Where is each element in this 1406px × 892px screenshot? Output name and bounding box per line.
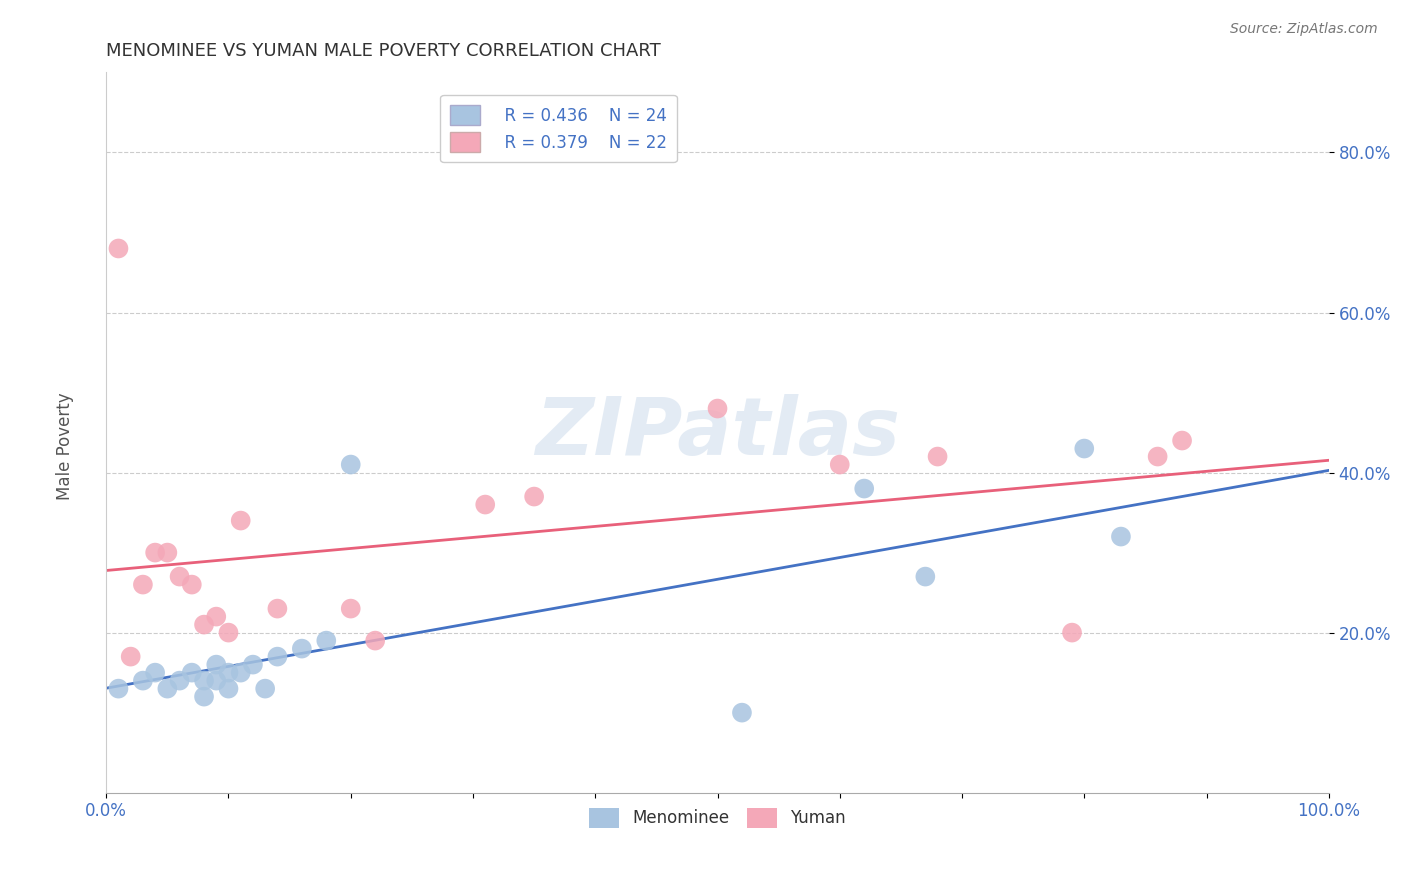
Point — [229, 514, 252, 528]
Point — [242, 657, 264, 672]
Point — [120, 649, 142, 664]
Point — [143, 545, 166, 559]
Point — [853, 482, 876, 496]
Point — [914, 569, 936, 583]
Point — [143, 665, 166, 680]
Point — [218, 665, 240, 680]
Point — [1109, 530, 1132, 544]
Point — [156, 681, 179, 696]
Point — [1146, 450, 1168, 464]
Point — [132, 577, 155, 591]
Point — [193, 617, 215, 632]
Point — [474, 498, 496, 512]
Point — [180, 665, 202, 680]
Point — [193, 673, 215, 688]
Point — [1073, 442, 1095, 456]
Point — [706, 401, 728, 416]
Text: MENOMINEE VS YUMAN MALE POVERTY CORRELATION CHART: MENOMINEE VS YUMAN MALE POVERTY CORRELAT… — [107, 42, 661, 60]
Text: Source: ZipAtlas.com: Source: ZipAtlas.com — [1230, 22, 1378, 37]
Point — [205, 673, 228, 688]
Point — [218, 625, 240, 640]
Point — [927, 450, 949, 464]
Point — [254, 681, 277, 696]
Point — [180, 577, 202, 591]
Point — [364, 633, 387, 648]
Point — [266, 601, 288, 615]
Point — [107, 681, 129, 696]
Point — [169, 569, 191, 583]
Point — [731, 706, 754, 720]
Point — [218, 681, 240, 696]
Point — [229, 665, 252, 680]
Point — [107, 242, 129, 256]
Point — [193, 690, 215, 704]
Point — [339, 458, 361, 472]
Text: Male Poverty: Male Poverty — [56, 392, 75, 500]
Point — [1171, 434, 1194, 448]
Point — [315, 633, 337, 648]
Point — [132, 673, 155, 688]
Point — [1060, 625, 1083, 640]
Point — [828, 458, 851, 472]
Point — [291, 641, 314, 656]
Point — [205, 657, 228, 672]
Point — [523, 490, 546, 504]
Point — [339, 601, 361, 615]
Point — [156, 545, 179, 559]
Text: ZIPatlas: ZIPatlas — [536, 393, 900, 472]
Legend: Menominee, Yuman: Menominee, Yuman — [583, 801, 852, 835]
Point — [266, 649, 288, 664]
Point — [169, 673, 191, 688]
Point — [205, 609, 228, 624]
